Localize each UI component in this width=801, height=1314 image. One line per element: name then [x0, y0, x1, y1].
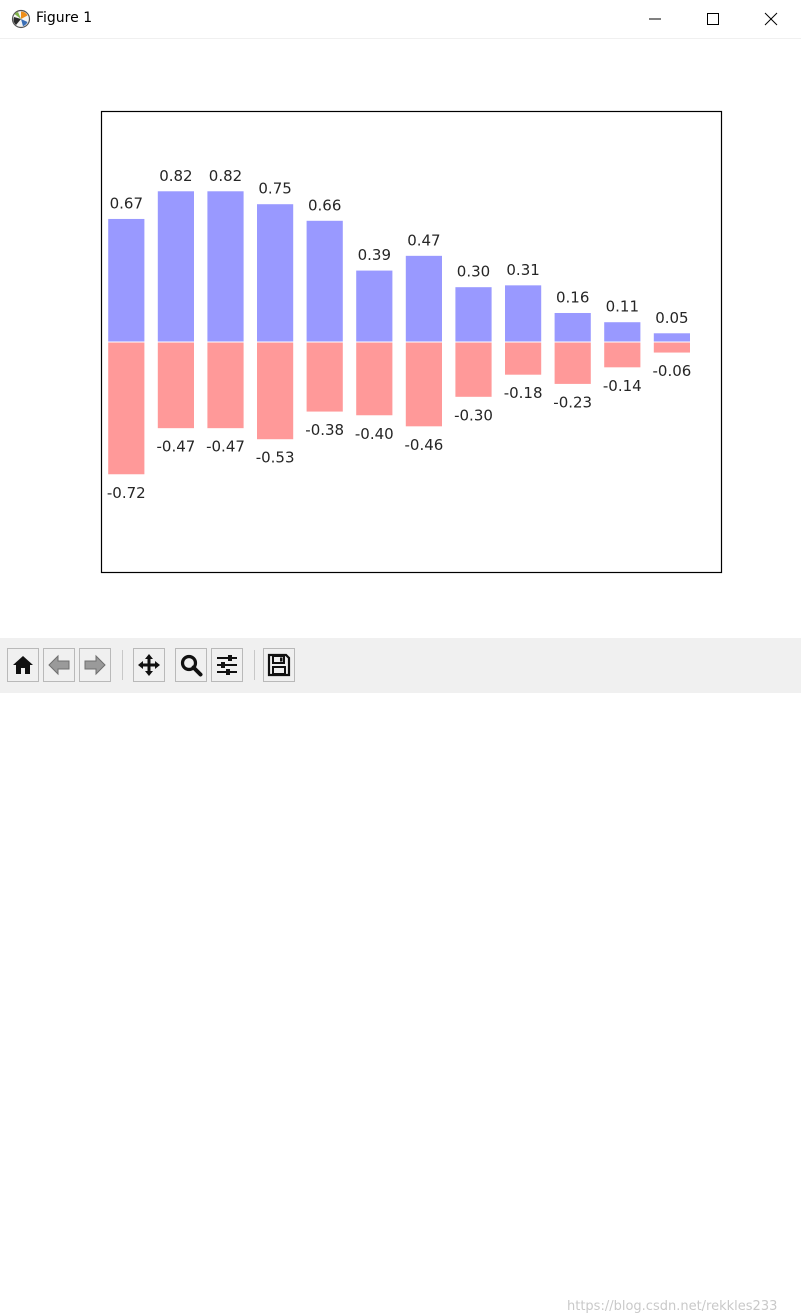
move-icon: [138, 654, 160, 676]
navigation-toolbar: https://blog.csdn.net/rekkles233: [0, 638, 801, 1314]
minimize-icon: [649, 18, 661, 20]
arrow-right-icon: [84, 654, 106, 676]
close-button[interactable]: [742, 0, 800, 38]
negative-bar-6: [404, 341, 443, 428]
close-icon: [764, 12, 778, 26]
negative-value-label-1: -0.47: [156, 438, 195, 456]
positive-value-label-10: 0.11: [606, 298, 639, 316]
positive-value-label-3: 0.75: [258, 180, 291, 198]
sliders-icon: [217, 655, 237, 675]
negative-bar-5: [355, 341, 394, 417]
matplotlib-logo-icon: [11, 9, 31, 29]
negative-value-label-6: -0.46: [404, 436, 443, 454]
toolbar-separator: [254, 650, 255, 680]
positive-bar-9: [553, 311, 592, 343]
positive-value-label-4: 0.66: [308, 196, 341, 214]
positive-value-label-11: 0.05: [655, 309, 688, 327]
negative-value-label-8: -0.18: [504, 384, 543, 402]
negative-value-label-5: -0.40: [355, 425, 394, 443]
negative-bar-0: [107, 341, 146, 476]
negative-value-labels: -0.72 -0.47 -0.47 -0.53 -0.38 -0.40 -0.46 -0.30…: [107, 362, 691, 502]
negative-value-label-2: -0.47: [206, 438, 245, 456]
positive-bar-5: [355, 269, 394, 343]
save-button[interactable]: [263, 648, 295, 682]
positive-bar-6: [404, 254, 443, 343]
magnifier-icon: [180, 654, 203, 677]
figure-canvas[interactable]: 0.67 0.82 0.82 0.75 0.66 0.39 0.47 0.30 0.31 0.16…: [0, 39, 801, 638]
positive-value-label-9: 0.16: [556, 288, 589, 306]
negative-bar-8: [504, 341, 543, 376]
positive-bar-8: [504, 284, 543, 343]
positive-value-label-0: 0.67: [110, 194, 143, 212]
negative-bar-1: [156, 341, 196, 430]
zoom-button[interactable]: [175, 648, 207, 682]
positive-bar-3: [256, 203, 295, 343]
negative-bars: [107, 341, 691, 476]
watermark-text: https://blog.csdn.net/rekkles233: [567, 1299, 778, 1314]
floppy-disk-icon: [267, 653, 291, 677]
maximize-button[interactable]: [684, 0, 742, 38]
positive-bar-11: [652, 332, 691, 343]
axes-frame: [100, 110, 723, 574]
positive-bar-4: [305, 219, 344, 343]
forward-button[interactable]: [79, 648, 111, 682]
configure-subplots-button[interactable]: [211, 648, 243, 682]
arrow-left-icon: [48, 654, 70, 676]
negative-value-label-3: -0.53: [256, 449, 295, 467]
positive-bar-10: [603, 321, 642, 343]
back-button[interactable]: [43, 648, 75, 682]
negative-value-label-11: -0.06: [652, 362, 691, 380]
positive-bar-1: [156, 190, 196, 343]
minimize-button[interactable]: [626, 0, 684, 38]
positive-bars: [107, 190, 691, 343]
negative-value-label-7: -0.30: [454, 406, 493, 424]
positive-bar-2: [206, 190, 245, 343]
positive-value-labels: 0.67 0.82 0.82 0.75 0.66 0.39 0.47 0.30 0.31 0.16…: [110, 167, 689, 327]
positive-bar-7: [454, 286, 493, 343]
negative-bar-10: [603, 341, 642, 369]
positive-value-label-6: 0.47: [407, 231, 440, 249]
window-titlebar: Figure 1: [0, 0, 801, 39]
negative-bar-3: [256, 341, 295, 441]
home-button[interactable]: [7, 648, 39, 682]
window-title: Figure 1: [36, 10, 93, 26]
negative-bar-9: [553, 341, 592, 385]
maximize-icon: [707, 13, 719, 25]
negative-value-label-0: -0.72: [107, 484, 146, 502]
bar-chart: 0.67 0.82 0.82 0.75 0.66 0.39 0.47 0.30 0.31 0.16…: [100, 110, 723, 574]
positive-value-label-7: 0.30: [457, 263, 490, 281]
positive-value-label-5: 0.39: [358, 246, 391, 264]
pan-button[interactable]: [133, 648, 165, 682]
negative-bar-7: [454, 341, 493, 398]
negative-value-label-10: -0.14: [603, 377, 642, 395]
negative-value-label-9: -0.23: [553, 393, 592, 411]
toolbar-separator: [122, 650, 123, 680]
positive-value-label-8: 0.31: [506, 261, 539, 279]
negative-value-label-4: -0.38: [305, 421, 344, 439]
negative-bar-2: [206, 341, 245, 430]
positive-value-label-1: 0.82: [159, 167, 192, 185]
negative-bar-11: [652, 341, 691, 354]
positive-value-label-2: 0.82: [209, 167, 242, 185]
negative-bar-4: [305, 341, 344, 413]
positive-bar-0: [107, 217, 146, 343]
home-icon: [13, 656, 33, 674]
